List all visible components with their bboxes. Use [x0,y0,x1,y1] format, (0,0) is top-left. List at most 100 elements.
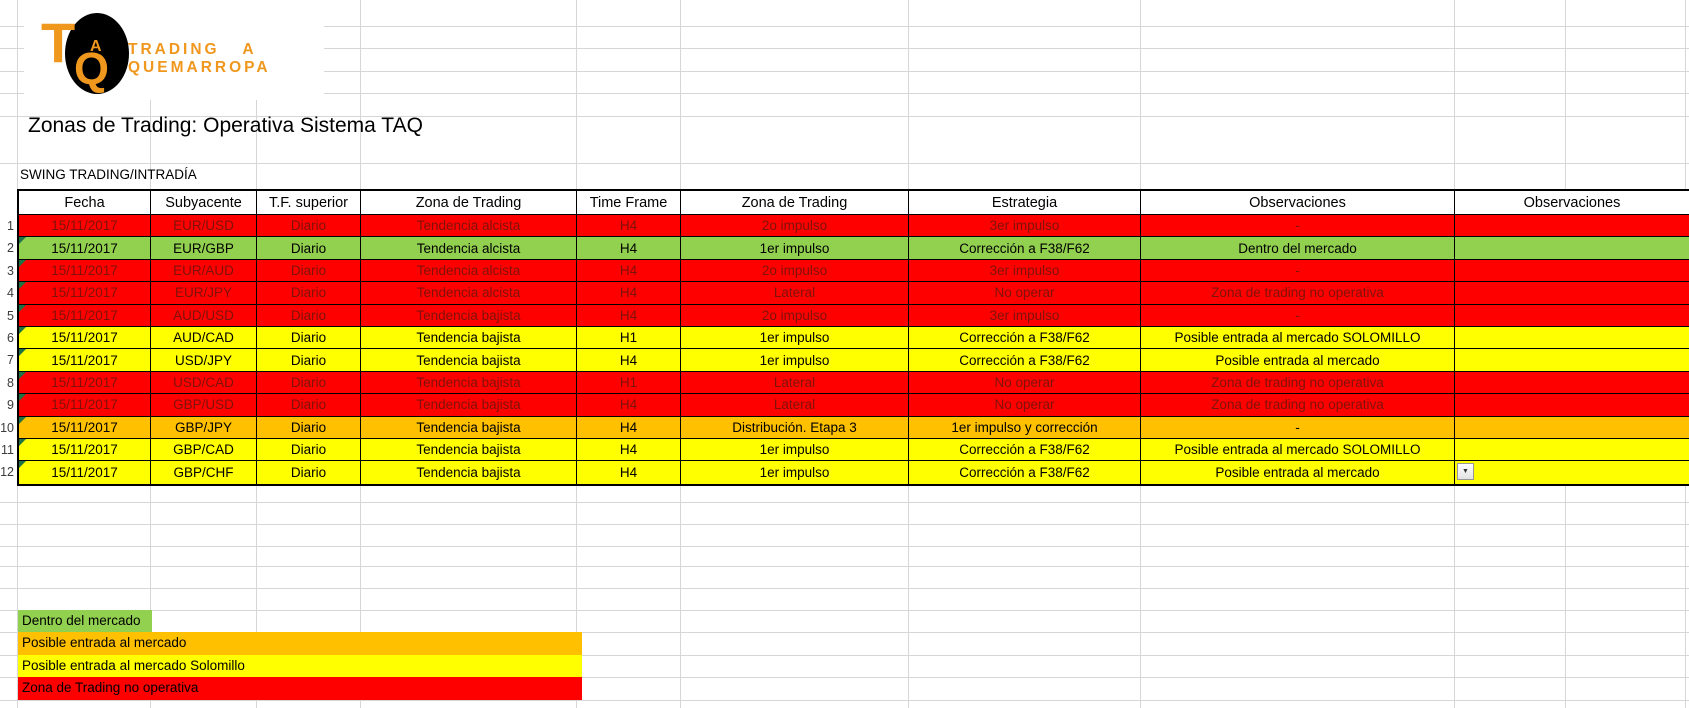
cell-zona_trading_diario[interactable]: Tendencia alcista [361,237,577,260]
cell-tf_superior[interactable]: Diario [257,237,361,260]
cell-fecha[interactable]: 15/11/2017 [19,237,151,260]
cell-zona_trading_tf[interactable]: Lateral [681,282,909,305]
column-header-zona_trading_tf[interactable]: Zona de Trading [681,191,909,215]
cell-observaciones_2[interactable] [1455,438,1689,462]
cell-zona_trading_tf[interactable]: Distribución. Etapa 3 [681,416,909,439]
cell-subyacente[interactable]: USD/CAD [151,371,257,395]
cell-subyacente[interactable]: GBP/JPY [151,416,257,439]
row-number[interactable]: 11 [1,442,14,457]
column-header-subyacente[interactable]: Subyacente [151,191,257,215]
column-header-estrategia[interactable]: Estrategia [909,191,1141,215]
cell-tf_superior[interactable]: Diario [257,461,361,484]
cell-observaciones_2[interactable] [1455,371,1689,395]
cell-fecha[interactable]: 15/11/2017 [19,394,151,417]
cell-zona_trading_tf[interactable]: 2o impulso [681,259,909,283]
cell-zona_trading_tf[interactable]: Lateral [681,394,909,417]
cell-observaciones[interactable]: Posible entrada al mercado [1141,461,1455,484]
row-number[interactable]: 2 [7,241,14,256]
cell-time_frame[interactable]: H4 [577,394,681,417]
cell-estrategia[interactable]: No operar [909,394,1141,417]
cell-tf_superior[interactable]: Diario [257,215,361,238]
cell-zona_trading_diario[interactable]: Tendencia bajista [361,394,577,417]
cell-estrategia[interactable]: 3er impulso [909,215,1141,238]
cell-subyacente[interactable]: GBP/CHF [151,461,257,484]
cell-tf_superior[interactable]: Diario [257,259,361,283]
cell-observaciones_2[interactable] [1455,304,1689,327]
legend-item-green[interactable]: Dentro del mercado [18,610,152,633]
cell-zona_trading_tf[interactable]: 1er impulso [681,349,909,372]
cell-fecha[interactable]: 15/11/2017 [19,215,151,238]
cell-estrategia[interactable]: No operar [909,371,1141,395]
cell-observaciones_2[interactable] [1455,215,1689,238]
cell-time_frame[interactable]: H1 [577,371,681,395]
cell-observaciones[interactable]: Zona de trading no operativa [1141,371,1455,395]
section-label[interactable]: SWING TRADING/INTRADÍA [20,167,197,182]
cell-tf_superior[interactable]: Diario [257,438,361,462]
row-number[interactable]: 10 [0,420,14,435]
cell-time_frame[interactable]: H4 [577,215,681,238]
row-number[interactable]: 8 [7,375,14,390]
column-header-zona_trading_diario[interactable]: Zona de Trading [361,191,577,215]
cell-observaciones_2[interactable] [1455,259,1689,283]
cell-estrategia[interactable]: 1er impulso y corrección [909,416,1141,439]
cell-subyacente[interactable]: EUR/JPY [151,282,257,305]
cell-observaciones[interactable]: Zona de trading no operativa [1141,394,1455,417]
cell-time_frame[interactable]: H4 [577,282,681,305]
cell-subyacente[interactable]: EUR/USD [151,215,257,238]
cell-subyacente[interactable]: EUR/GBP [151,237,257,260]
cell-zona_trading_diario[interactable]: Tendencia bajista [361,461,577,484]
cell-subyacente[interactable]: AUD/CAD [151,326,257,350]
cell-zona_trading_diario[interactable]: Tendencia bajista [361,438,577,462]
cell-subyacente[interactable]: GBP/CAD [151,438,257,462]
cell-time_frame[interactable]: H1 [577,326,681,350]
cell-estrategia[interactable]: Corrección a F38/F62 [909,438,1141,462]
cell-estrategia[interactable]: Corrección a F38/F62 [909,237,1141,260]
column-header-tf_superior[interactable]: T.F. superior [257,191,361,215]
column-header-time_frame[interactable]: Time Frame [577,191,681,215]
cell-time_frame[interactable]: H4 [577,259,681,283]
cell-fecha[interactable]: 15/11/2017 [19,326,151,350]
legend-item-red[interactable]: Zona de Trading no operativa [18,677,582,700]
cell-zona_trading_diario[interactable]: Tendencia bajista [361,326,577,350]
row-number[interactable]: 9 [7,398,14,413]
cell-subyacente[interactable]: GBP/USD [151,394,257,417]
cell-fecha[interactable]: 15/11/2017 [19,282,151,305]
cell-observaciones_2[interactable] [1455,416,1689,439]
row-number[interactable]: 3 [7,263,14,278]
cell-zona_trading_tf[interactable]: 1er impulso [681,461,909,484]
cell-zona_trading_tf[interactable]: 2o impulso [681,304,909,327]
cell-observaciones[interactable]: - [1141,215,1455,238]
cell-time_frame[interactable]: H4 [577,461,681,484]
column-header-observaciones[interactable]: Observaciones [1141,191,1455,215]
cell-observaciones_2[interactable] [1455,394,1689,417]
cell-observaciones[interactable]: Zona de trading no operativa [1141,282,1455,305]
page-title[interactable]: Zonas de Trading: Operativa Sistema TAQ [28,114,423,137]
cell-observaciones[interactable]: - [1141,416,1455,439]
cell-observaciones[interactable]: Posible entrada al mercado [1141,349,1455,372]
row-number[interactable]: 12 [0,465,14,480]
cell-observaciones_2[interactable] [1455,349,1689,372]
cell-time_frame[interactable]: H4 [577,349,681,372]
cell-subyacente[interactable]: AUD/USD [151,304,257,327]
row-number[interactable]: 7 [7,353,14,368]
cell-observaciones_2[interactable] [1455,326,1689,350]
cell-subyacente[interactable]: USD/JPY [151,349,257,372]
cell-estrategia[interactable]: 3er impulso [909,259,1141,283]
cell-zona_trading_diario[interactable]: Tendencia bajista [361,349,577,372]
cell-zona_trading_tf[interactable]: 1er impulso [681,237,909,260]
cell-fecha[interactable]: 15/11/2017 [19,416,151,439]
cell-fecha[interactable]: 15/11/2017 [19,349,151,372]
cell-fecha[interactable]: 15/11/2017 [19,371,151,395]
dropdown-arrow-icon[interactable]: ▼ [1457,463,1474,481]
cell-fecha[interactable]: 15/11/2017 [19,304,151,327]
cell-zona_trading_diario[interactable]: Tendencia bajista [361,304,577,327]
cell-tf_superior[interactable]: Diario [257,349,361,372]
cell-observaciones[interactable]: - [1141,304,1455,327]
cell-tf_superior[interactable]: Diario [257,416,361,439]
cell-fecha[interactable]: 15/11/2017 [19,461,151,484]
cell-zona_trading_tf[interactable]: 1er impulso [681,438,909,462]
cell-observaciones_2[interactable] [1455,237,1689,260]
row-number[interactable]: 1 [7,219,14,233]
cell-tf_superior[interactable]: Diario [257,326,361,350]
cell-time_frame[interactable]: H4 [577,416,681,439]
